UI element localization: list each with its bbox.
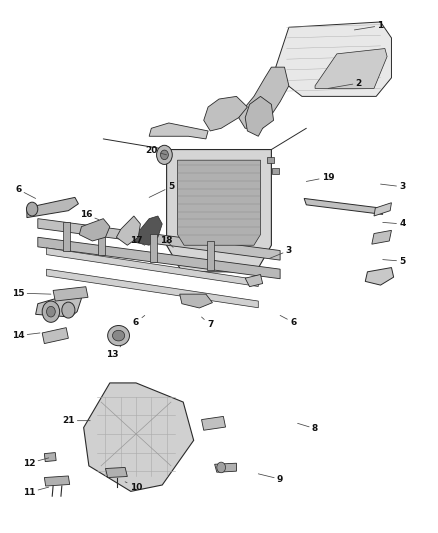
Text: 4: 4 bbox=[383, 220, 406, 229]
Ellipse shape bbox=[113, 330, 125, 341]
Polygon shape bbox=[272, 167, 279, 174]
Polygon shape bbox=[44, 453, 56, 462]
Polygon shape bbox=[204, 96, 247, 131]
Circle shape bbox=[62, 302, 75, 318]
Polygon shape bbox=[239, 67, 289, 128]
Polygon shape bbox=[79, 219, 110, 241]
Text: 8: 8 bbox=[297, 423, 318, 433]
Text: 14: 14 bbox=[12, 331, 40, 340]
Circle shape bbox=[46, 306, 55, 317]
Polygon shape bbox=[38, 219, 280, 260]
Polygon shape bbox=[53, 287, 88, 301]
Polygon shape bbox=[46, 248, 258, 287]
Polygon shape bbox=[315, 49, 387, 88]
Polygon shape bbox=[150, 234, 157, 262]
Polygon shape bbox=[267, 157, 274, 164]
Text: 13: 13 bbox=[106, 346, 121, 359]
Polygon shape bbox=[365, 268, 394, 285]
Text: 10: 10 bbox=[125, 482, 142, 491]
Text: 19: 19 bbox=[306, 173, 335, 182]
Text: 17: 17 bbox=[130, 237, 145, 246]
Text: 6: 6 bbox=[15, 185, 35, 198]
Text: 11: 11 bbox=[23, 487, 49, 497]
Polygon shape bbox=[84, 383, 194, 491]
Polygon shape bbox=[207, 241, 214, 270]
Polygon shape bbox=[215, 463, 237, 472]
Polygon shape bbox=[38, 237, 280, 279]
Polygon shape bbox=[63, 222, 70, 251]
Polygon shape bbox=[35, 293, 81, 317]
Circle shape bbox=[42, 301, 60, 322]
Ellipse shape bbox=[108, 326, 130, 346]
Text: 2: 2 bbox=[328, 78, 362, 88]
Polygon shape bbox=[166, 150, 272, 272]
Text: 6: 6 bbox=[280, 316, 297, 327]
Polygon shape bbox=[304, 198, 383, 214]
Text: 6: 6 bbox=[133, 316, 145, 327]
Polygon shape bbox=[276, 22, 392, 96]
Text: 20: 20 bbox=[145, 146, 166, 155]
Polygon shape bbox=[201, 416, 226, 430]
Polygon shape bbox=[177, 160, 261, 245]
Text: 9: 9 bbox=[258, 474, 283, 483]
Text: 16: 16 bbox=[80, 210, 99, 220]
Text: 12: 12 bbox=[23, 458, 49, 467]
Circle shape bbox=[26, 202, 38, 216]
Polygon shape bbox=[180, 294, 212, 308]
Text: 3: 3 bbox=[269, 246, 292, 259]
Circle shape bbox=[156, 146, 172, 165]
Polygon shape bbox=[42, 328, 68, 344]
Circle shape bbox=[217, 462, 226, 473]
Polygon shape bbox=[374, 203, 392, 216]
Polygon shape bbox=[132, 216, 162, 245]
Polygon shape bbox=[372, 230, 392, 244]
Polygon shape bbox=[245, 274, 263, 287]
Text: 1: 1 bbox=[354, 21, 384, 30]
Polygon shape bbox=[106, 467, 127, 478]
Text: 18: 18 bbox=[160, 237, 173, 247]
Polygon shape bbox=[117, 216, 141, 245]
Polygon shape bbox=[98, 227, 105, 255]
Polygon shape bbox=[245, 96, 274, 136]
Polygon shape bbox=[44, 476, 70, 486]
Polygon shape bbox=[46, 269, 258, 308]
Polygon shape bbox=[27, 197, 78, 217]
Text: 3: 3 bbox=[381, 182, 406, 191]
Text: 15: 15 bbox=[12, 288, 51, 297]
Circle shape bbox=[160, 150, 168, 160]
Text: 5: 5 bbox=[149, 182, 174, 197]
Polygon shape bbox=[149, 123, 208, 139]
Text: 7: 7 bbox=[201, 317, 213, 329]
Text: 21: 21 bbox=[62, 416, 90, 425]
Text: 5: 5 bbox=[383, 257, 406, 265]
